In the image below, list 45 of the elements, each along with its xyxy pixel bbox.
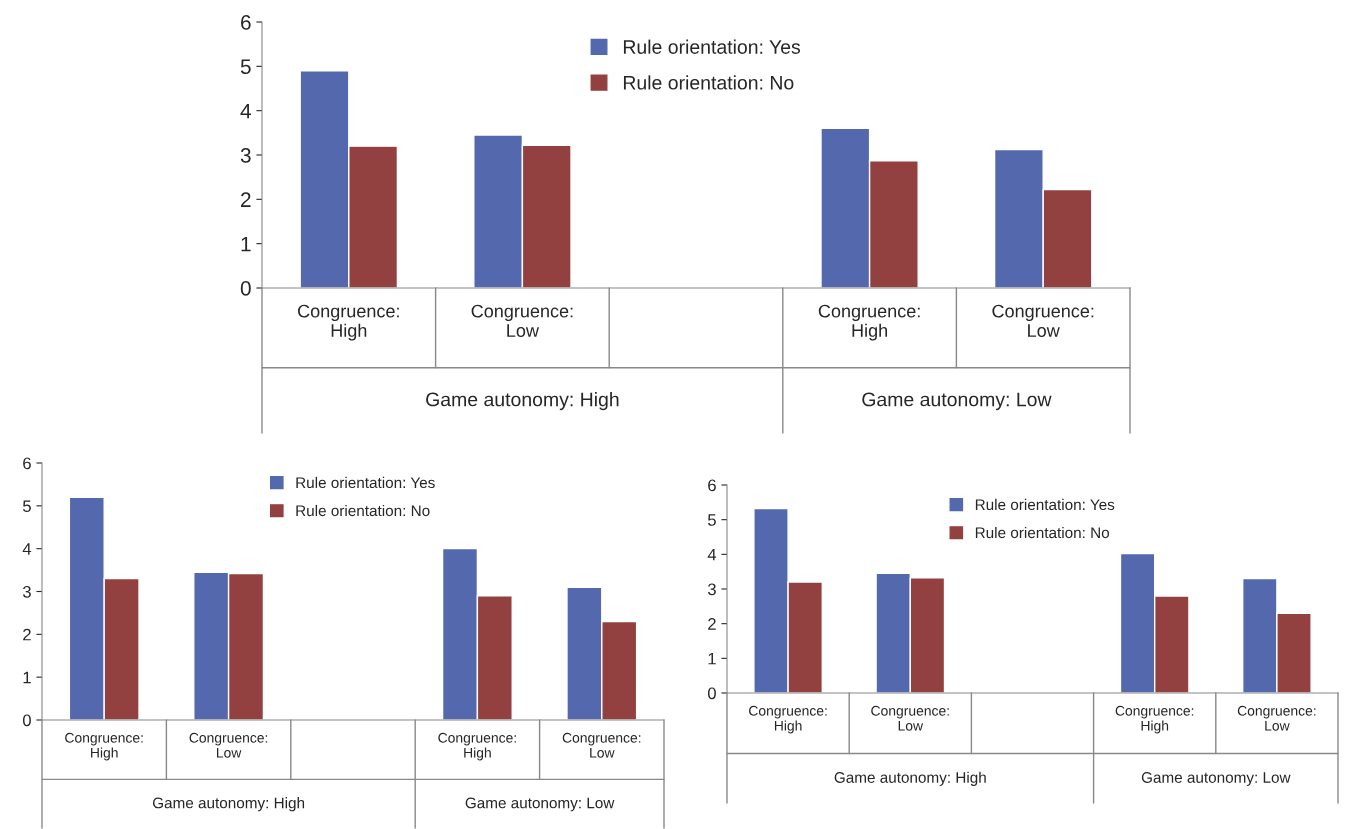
text: Game autonomy: Low [465, 797, 615, 812]
y-tick-label: 6 [23, 457, 31, 470]
legend-label: Rule orientation: No [623, 75, 794, 90]
y-tick-label: 4 [707, 548, 717, 561]
legend-label: Rule orientation: Yes [623, 39, 801, 54]
y-tick-label: 6 [708, 479, 716, 492]
x-tick-label: Congruence: Low [871, 705, 949, 731]
y-tick-label: 4 [240, 103, 251, 119]
y-tick-label: 3 [240, 148, 251, 163]
y-tick-label: 3 [707, 583, 716, 596]
legend-label: Rule orientation: Yes [975, 498, 1115, 511]
y-tick-label: 0 [22, 714, 31, 727]
x-tick-label: Congruence: High [818, 304, 920, 341]
legend-label: Rule orientation: No [975, 526, 1110, 539]
legend-label: Rule orientation: Yes [296, 476, 435, 489]
y-tick-label: 5 [707, 514, 716, 526]
y-tick-label: 0 [707, 687, 716, 700]
text: Game autonomy: High [426, 392, 619, 411]
legend-label: Rule orientation: No [296, 504, 430, 517]
y-tick-label: 1 [241, 236, 251, 252]
y-tick-label: 2 [241, 192, 251, 207]
y-tick-label: 6 [241, 15, 251, 30]
x-tick-label: Congruence: Low [189, 732, 268, 758]
x-tick-label: Congruence: Low [992, 304, 1094, 337]
y-tick-label: 4 [22, 543, 32, 555]
y-tick-label: 5 [22, 500, 31, 513]
y-tick-label: 1 [708, 652, 716, 665]
y-tick-label: 5 [240, 59, 251, 75]
y-tick-label: 1 [23, 671, 31, 684]
text: Game autonomy: High [834, 771, 986, 786]
x-tick-label: Congruence: High [1115, 705, 1194, 734]
text: Game autonomy: Low [862, 392, 1052, 411]
x-tick-label: Congruence: High [438, 732, 516, 761]
y-tick-label: 0 [240, 281, 251, 296]
x-tick-label: Congruence: Low [471, 304, 573, 337]
x-tick-label: Congruence: Low [1237, 705, 1316, 731]
x-tick-label: Congruence: Low [562, 732, 641, 758]
x-tick-label: Congruence: High [749, 705, 827, 734]
x-tick-label: Congruence: High [298, 304, 399, 341]
y-tick-label: 3 [22, 585, 31, 598]
x-tick-label: Congruence: High [65, 732, 143, 761]
y-tick-label: 2 [23, 628, 31, 641]
y-tick-label: 2 [708, 618, 716, 630]
text: Game autonomy: High [152, 797, 305, 812]
text: Game autonomy: Low [1141, 772, 1291, 786]
